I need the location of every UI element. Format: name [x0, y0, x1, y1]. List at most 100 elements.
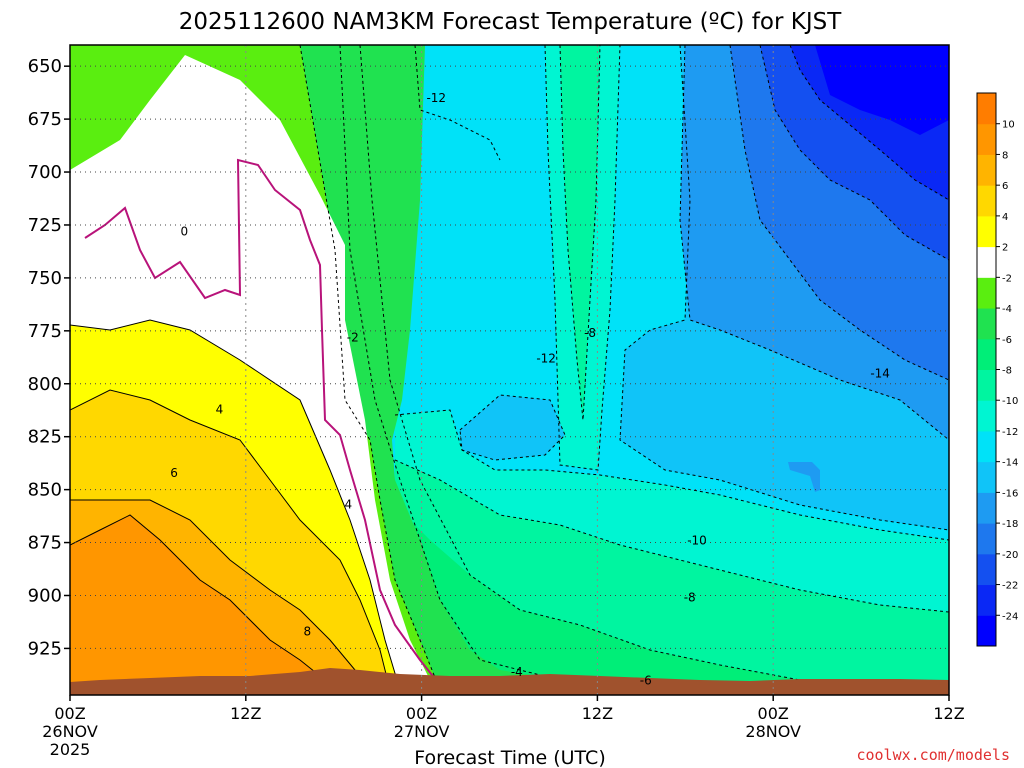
isotherm-minus-20 [759, 45, 949, 261]
contour-label: 4 [216, 402, 224, 416]
y-tick-label: 700 [28, 162, 62, 183]
y-tick-label: 750 [28, 268, 62, 289]
filled-temperature-field [70, 45, 949, 695]
y-tick-label: 775 [28, 321, 62, 342]
contour-label: 8 [304, 625, 312, 639]
colorbar-label: -22 [1002, 581, 1018, 592]
x-tick-label: 2025 [50, 740, 91, 759]
colorbar-swatch [977, 430, 996, 463]
colorbar-swatch [977, 154, 996, 186]
colorbar-swatch [977, 93, 996, 125]
contour-label: -14 [870, 366, 890, 380]
isotherm-8 [70, 514, 346, 691]
y-tick-label: 875 [28, 533, 62, 554]
colorbar-label: 4 [1002, 212, 1008, 223]
colorbar-swatch [977, 369, 996, 401]
colorbar-label: -10 [1002, 396, 1018, 407]
colorbar-label: -14 [1002, 458, 1018, 469]
colorbar-swatch [977, 492, 996, 524]
isotherm-minus-12-column [544, 45, 621, 471]
colorbar-swatch [977, 400, 996, 432]
isotherm-minus-18 [729, 45, 949, 381]
y-tick-label: 675 [28, 109, 62, 130]
band-minus-8-column [560, 45, 600, 420]
y-tick-label: 850 [28, 480, 62, 501]
contour-label: 6 [170, 466, 178, 480]
colorbar-label: -12 [1002, 427, 1018, 438]
x-tick-label: 00Z [406, 704, 437, 723]
colorbar-label: -18 [1002, 519, 1018, 530]
contour-labels: 0 -2 -12 4 6 4 8 -12 -8 -4 -6 -10 -8 -14 [170, 91, 890, 687]
colorbar-label: -2 [1002, 273, 1012, 284]
isotherm-2 [70, 319, 401, 691]
isotherm-minus-4 [339, 45, 561, 681]
isotherm-minus-6 [359, 45, 949, 691]
x-tick-label: 00Z [758, 704, 789, 723]
colorbar-label: 8 [1002, 150, 1008, 161]
isotherm-minus-10 [394, 459, 949, 613]
dashed-isotherms [299, 45, 949, 691]
contour-label: -8 [684, 591, 696, 605]
band-minus-16-patch [788, 462, 820, 492]
credit-text: coolwx.com/models [856, 746, 1010, 764]
isotherm-minus-2 [299, 45, 441, 691]
colorbar-swatch [977, 185, 996, 217]
isotherm-minus-8-column [559, 45, 601, 421]
contour-label: -4 [511, 665, 523, 679]
colorbar-swatch [977, 277, 996, 309]
isotherm-minus-14 [619, 45, 949, 531]
colorbar-swatch [977, 123, 996, 155]
grid-lines [70, 45, 949, 695]
colorbar-swatch [977, 553, 996, 586]
colorbar-label: 2 [1002, 243, 1008, 254]
colorbar-swatch [977, 523, 996, 555]
colorbar-swatch [977, 584, 996, 616]
colorbar-swatch [977, 461, 996, 493]
y-tick-label: 650 [28, 56, 62, 77]
colorbar-label: -4 [1002, 304, 1012, 315]
colorbar-label: -16 [1002, 488, 1018, 499]
colorbar-swatch [977, 615, 996, 647]
contour-label: 4 [345, 498, 353, 512]
x-tick-label: 12Z [230, 704, 261, 723]
contour-lines [70, 45, 949, 691]
y-tick-label: 900 [28, 585, 62, 606]
colorbar-swatch [977, 338, 996, 370]
contour-label: -12 [536, 351, 556, 365]
x-tick-label: 27NOV [394, 722, 450, 741]
contour-label: -10 [687, 534, 707, 548]
colorbar-label: -20 [1002, 550, 1018, 561]
freezing-line [84, 158, 441, 686]
colorbar-label: -8 [1002, 366, 1012, 377]
x-tick-label: 26NOV [42, 722, 98, 741]
x-tick-label: 28NOV [745, 722, 801, 741]
x-axis-label: Forecast Time (UTC) [414, 747, 605, 768]
y-axis-ticks: 650 675 700 725 750 775 800 825 850 875 900 925 [28, 56, 70, 659]
contour-label: -2 [347, 330, 359, 344]
contour-label: -12 [426, 91, 446, 105]
y-tick-label: 800 [28, 374, 62, 395]
band-minus-4-to-minus-6-lower [395, 505, 949, 695]
contour-label: 0 [180, 224, 188, 238]
terrain-profile [70, 668, 949, 695]
plot-frame [69, 44, 950, 696]
y-tick-label: 725 [28, 215, 62, 236]
x-tick-label: 12Z [582, 704, 613, 723]
x-tick-label: 00Z [54, 704, 85, 723]
isotherm-minus-8 [394, 409, 949, 541]
y-tick-label: 925 [28, 638, 62, 659]
band-8-plus [70, 515, 345, 695]
colorbar-label: -24 [1002, 611, 1018, 622]
isotherm-minus-12-left [414, 45, 501, 161]
colorbar-swatch [977, 215, 996, 248]
colorbar-label: 10 [1002, 120, 1015, 131]
contour-label: -6 [640, 673, 652, 687]
isotherm-4 [70, 389, 391, 691]
chart-title: 2025112600 NAM3KM Forecast Temperature (… [179, 9, 842, 35]
band-minus-24-region [815, 45, 949, 135]
isotherm-6 [70, 499, 376, 691]
colorbar-swatch [977, 246, 996, 278]
